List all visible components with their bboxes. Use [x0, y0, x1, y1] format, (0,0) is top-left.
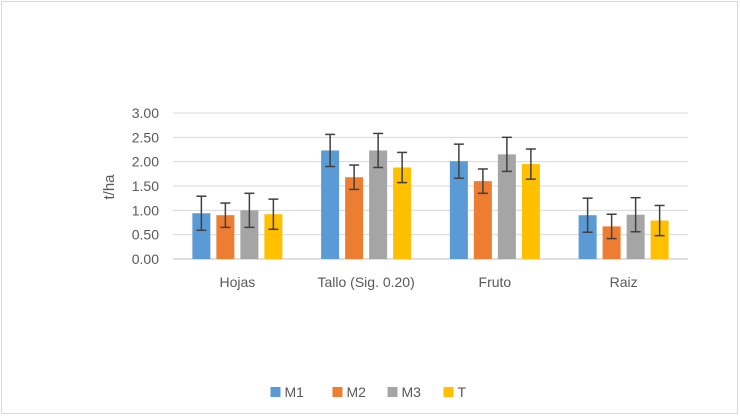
y-tick-label: 2.00	[132, 154, 159, 170]
bar-m2	[602, 226, 621, 259]
legend-swatch	[387, 387, 398, 397]
bar-t	[393, 167, 412, 259]
x-tick-label: Tallo (Sig. 0.20)	[317, 274, 414, 290]
bar-m1	[321, 150, 340, 259]
y-tick-label: 0.00	[132, 251, 159, 267]
bar-m3	[240, 210, 259, 259]
error-bar	[606, 213, 617, 240]
x-tick-labels: Hojas Tallo (Sig. 0.20) Fruto Raiz	[219, 274, 637, 290]
error-bar	[501, 136, 512, 173]
legend-swatch	[332, 387, 343, 397]
error-bar	[268, 198, 279, 231]
bars	[192, 150, 669, 259]
legend-item-m2: M2	[332, 384, 367, 400]
error-bar	[397, 151, 408, 184]
gridlines	[173, 112, 688, 260]
bar-t	[521, 164, 540, 259]
error-bar	[525, 148, 536, 180]
y-tick-label: 3.00	[132, 105, 159, 121]
bar-m2	[216, 215, 235, 259]
legend-label: M3	[402, 384, 422, 400]
bar-t	[650, 220, 669, 259]
bar-t	[264, 214, 283, 259]
legend-label: M1	[285, 384, 305, 400]
chart-frame: 0.00 0.50 1.00 1.50 2.00 2.50 3.00 t/ha Hojas T…	[1, 1, 738, 414]
y-tick-label: 1.50	[132, 178, 159, 194]
error-bar	[477, 168, 488, 195]
legend: M1 M2 M3 T	[270, 384, 467, 400]
error-bar	[349, 164, 360, 191]
bar-m1	[192, 213, 211, 259]
legend-item-m1: M1	[270, 384, 305, 400]
error-bar	[244, 192, 255, 229]
bar-m2	[345, 177, 364, 259]
y-tick-label: 1.00	[132, 202, 159, 218]
bar-m2	[473, 181, 492, 259]
legend-swatch	[443, 387, 454, 397]
error-bar	[453, 143, 464, 179]
legend-label: M2	[347, 384, 367, 400]
bar-m3	[369, 150, 388, 259]
error-bar	[654, 204, 665, 237]
y-tick-labels: 0.00 0.50 1.00 1.50 2.00 2.50 3.00	[132, 105, 159, 267]
y-tick-label: 0.50	[132, 227, 159, 243]
y-axis-label: t/ha	[101, 174, 118, 200]
error-bar	[582, 197, 593, 233]
error-bar	[325, 133, 336, 168]
legend-item-t: T	[443, 384, 467, 400]
error-bar	[196, 195, 207, 232]
legend-swatch	[270, 387, 281, 397]
y-tick-label: 2.50	[132, 129, 159, 145]
bar-chart: 0.00 0.50 1.00 1.50 2.00 2.50 3.00 t/ha Hojas T…	[101, 105, 688, 400]
error-bars	[196, 132, 665, 240]
error-bar	[373, 132, 384, 169]
bar-m1	[449, 161, 468, 259]
x-tick-label: Raiz	[610, 274, 638, 290]
legend-item-m3: M3	[387, 384, 422, 400]
error-bar	[630, 196, 641, 233]
error-bar	[220, 202, 231, 229]
legend-label: T	[458, 384, 467, 400]
x-tick-label: Fruto	[479, 274, 512, 290]
bar-m3	[497, 154, 516, 259]
x-tick-label: Hojas	[219, 274, 255, 290]
bar-m3	[626, 214, 645, 259]
bar-m1	[578, 215, 597, 259]
